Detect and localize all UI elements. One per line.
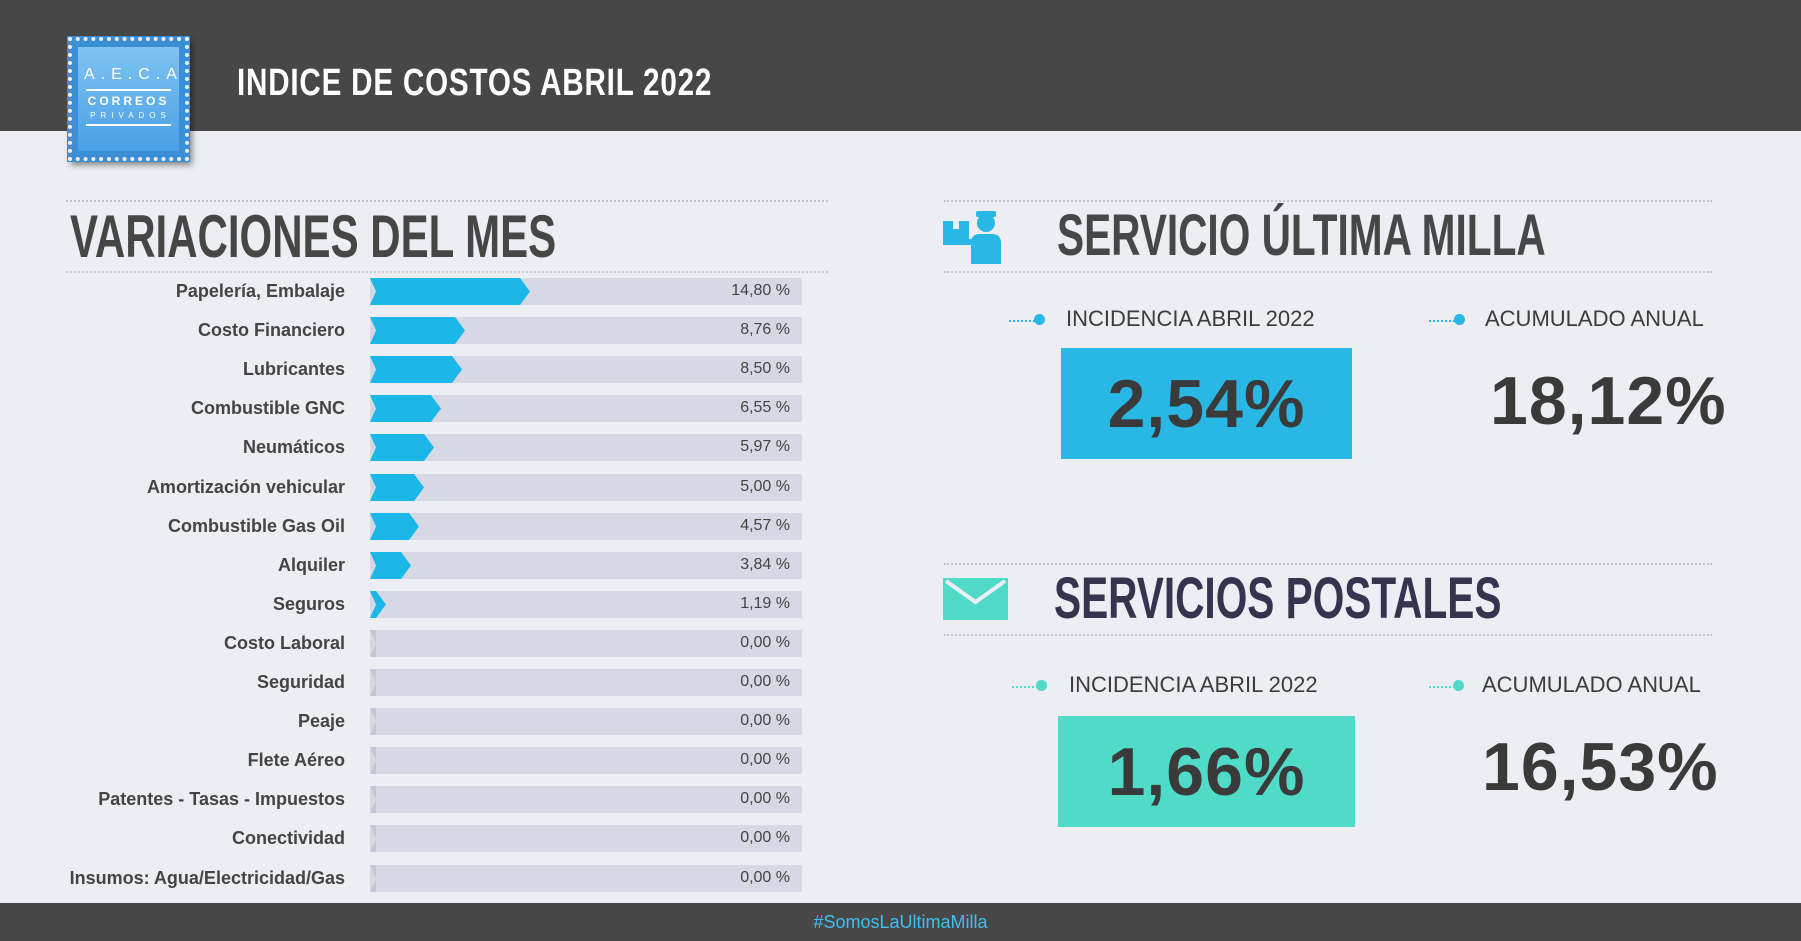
variacion-value: 0,00 % bbox=[740, 790, 790, 807]
variacion-bar-fill bbox=[370, 708, 376, 735]
variacion-bar-track: 0,00 % bbox=[370, 630, 802, 657]
variacion-bar-track: 0,00 % bbox=[370, 708, 802, 735]
variacion-label: Seguros bbox=[272, 594, 345, 614]
divider bbox=[66, 271, 828, 273]
variacion-bar-fill bbox=[370, 669, 376, 696]
postales-acumulado-value: 16,53% bbox=[1482, 729, 1719, 805]
ultima-milla-incidencia-box: 2,54% bbox=[1061, 348, 1352, 459]
variacion-bar-fill bbox=[370, 278, 530, 305]
variacion-value: 14,80 % bbox=[731, 282, 790, 299]
divider bbox=[66, 200, 828, 202]
variacion-value: 0,00 % bbox=[740, 869, 790, 886]
variacion-label: Papelería, Embalaje bbox=[175, 281, 345, 301]
variacion-label: Combustible Gas Oil bbox=[167, 516, 345, 536]
variacion-value: 0,00 % bbox=[740, 634, 790, 651]
bullet-dot bbox=[1034, 314, 1045, 325]
variacion-value: 8,76 % bbox=[740, 321, 790, 338]
variacion-bar-track: 0,00 % bbox=[370, 786, 802, 813]
variacion-bar-fill bbox=[370, 591, 386, 618]
aeca-logo: A.E.C.A CORREOS PRIVADOS bbox=[67, 36, 190, 162]
divider bbox=[944, 200, 1712, 202]
variacion-label: Peaje bbox=[297, 711, 345, 731]
footer-hashtag: #SomosLaUltimaMilla bbox=[813, 912, 988, 932]
envelope-icon bbox=[943, 578, 1008, 620]
variacion-bar-fill bbox=[370, 434, 434, 461]
variacion-value: 1,19 % bbox=[740, 595, 790, 612]
variacion-value: 6,55 % bbox=[740, 399, 790, 416]
variacion-value: 0,00 % bbox=[740, 673, 790, 690]
header-bar bbox=[0, 0, 1801, 131]
variacion-label: Combustible GNC bbox=[190, 398, 345, 418]
variacion-bar-track: 5,00 % bbox=[370, 474, 802, 501]
variacion-label: Patentes - Tasas - Impuestos bbox=[98, 789, 345, 809]
variacion-bar-fill bbox=[370, 865, 376, 892]
variacion-value: 0,00 % bbox=[740, 712, 790, 729]
variacion-bar-fill bbox=[370, 395, 441, 422]
variacion-bar-track: 14,80 % bbox=[370, 278, 802, 305]
variacion-label: Insumos: Agua/Electricidad/Gas bbox=[69, 868, 345, 888]
bullet-dot bbox=[1036, 680, 1047, 691]
divider bbox=[944, 634, 1712, 636]
variacion-bar-track: 6,55 % bbox=[370, 395, 802, 422]
variacion-bar-fill bbox=[370, 747, 376, 774]
variacion-value: 0,00 % bbox=[740, 829, 790, 846]
variacion-label: Conectividad bbox=[231, 828, 345, 848]
footer-bar: #SomosLaUltimaMilla bbox=[0, 903, 1801, 941]
ultima-milla-acumulado-label: ACUMULADO ANUAL bbox=[1485, 306, 1704, 331]
variacion-bar-fill bbox=[370, 786, 376, 813]
ultima-milla-title: SERVICIO ÚLTIMA MILLA bbox=[1057, 203, 1546, 268]
ultima-milla-incidencia-value: 2,54% bbox=[1107, 365, 1306, 442]
postales-title: SERVICIOS POSTALES bbox=[1054, 566, 1502, 631]
variacion-bar-fill bbox=[370, 474, 424, 501]
variacion-bar-track: 0,00 % bbox=[370, 747, 802, 774]
variacion-bar-fill bbox=[370, 552, 411, 579]
variacion-value: 0,00 % bbox=[740, 751, 790, 768]
variacion-value: 4,57 % bbox=[740, 517, 790, 534]
variacion-label: Alquiler bbox=[277, 555, 345, 575]
page-title: INDICE DE COSTOS ABRIL 2022 bbox=[237, 62, 713, 104]
logo-text-aeca: A.E.C.A bbox=[84, 66, 183, 83]
variacion-label: Lubricantes bbox=[242, 359, 345, 379]
logo-text-correos: CORREOS bbox=[87, 94, 170, 108]
postales-incidencia-value: 1,66% bbox=[1107, 733, 1306, 810]
variacion-value: 5,00 % bbox=[740, 478, 790, 495]
variacion-bar-track: 8,50 % bbox=[370, 356, 802, 383]
divider bbox=[944, 563, 1712, 565]
variacion-bar-track: 4,57 % bbox=[370, 513, 802, 540]
variacion-bar-fill bbox=[370, 356, 462, 383]
variacion-label: Costo Financiero bbox=[197, 320, 345, 340]
variacion-bar-fill bbox=[370, 630, 376, 657]
variacion-label: Seguridad bbox=[256, 672, 345, 692]
variacion-bar-track: 0,00 % bbox=[370, 669, 802, 696]
divider bbox=[944, 271, 1712, 273]
variacion-value: 3,84 % bbox=[740, 556, 790, 573]
variacion-bar-fill bbox=[370, 825, 376, 852]
logo-text-privados: PRIVADOS bbox=[90, 111, 171, 120]
bullet-dot bbox=[1454, 314, 1465, 325]
bullet-dot bbox=[1453, 680, 1464, 691]
variacion-bar-fill bbox=[370, 513, 419, 540]
variacion-value: 5,97 % bbox=[740, 438, 790, 455]
postales-incidencia-label: INCIDENCIA ABRIL 2022 bbox=[1069, 672, 1318, 697]
delivery-person-icon bbox=[943, 211, 1001, 264]
variaciones-title: VARIACIONES DEL MES bbox=[70, 203, 557, 270]
variacion-label: Costo Laboral bbox=[223, 633, 345, 653]
variacion-bar-track: 0,00 % bbox=[370, 865, 802, 892]
variacion-bar-fill bbox=[370, 317, 465, 344]
variacion-label: Neumáticos bbox=[242, 437, 345, 457]
ultima-milla-incidencia-label: INCIDENCIA ABRIL 2022 bbox=[1066, 306, 1315, 331]
variacion-bar-track: 3,84 % bbox=[370, 552, 802, 579]
variacion-bar-track: 0,00 % bbox=[370, 825, 802, 852]
ultima-milla-acumulado-value: 18,12% bbox=[1490, 363, 1727, 439]
variacion-bar-track: 8,76 % bbox=[370, 317, 802, 344]
postales-acumulado-label: ACUMULADO ANUAL bbox=[1482, 672, 1701, 697]
variacion-value: 8,50 % bbox=[740, 360, 790, 377]
variacion-bar-track: 5,97 % bbox=[370, 434, 802, 461]
postales-incidencia-box: 1,66% bbox=[1058, 716, 1355, 827]
variacion-label: Flete Aéreo bbox=[247, 750, 345, 770]
variacion-bar-track: 1,19 % bbox=[370, 591, 802, 618]
variacion-label: Amortización vehicular bbox=[146, 477, 345, 497]
